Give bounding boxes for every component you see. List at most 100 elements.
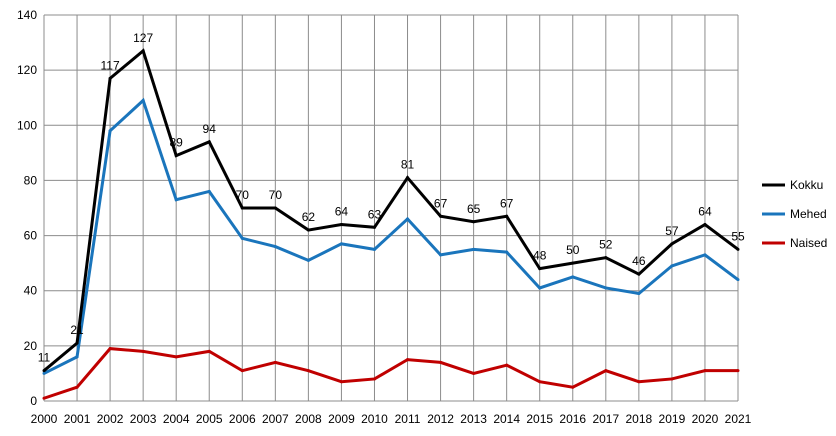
data-point-naised	[372, 377, 376, 381]
data-point-mehed	[703, 253, 707, 257]
data-label: 62	[302, 210, 316, 224]
data-label: 81	[401, 158, 415, 172]
data-label: 89	[170, 136, 184, 150]
data-point-kokku	[108, 76, 112, 80]
data-point-mehed	[604, 286, 608, 290]
y-tick-label: 60	[24, 229, 38, 243]
data-point-kokku	[439, 214, 443, 218]
x-tick-label: 2021	[725, 412, 752, 426]
data-point-mehed	[141, 98, 145, 102]
x-tick-label: 2001	[64, 412, 91, 426]
data-point-mehed	[472, 247, 476, 251]
data-label: 67	[434, 196, 448, 210]
data-point-naised	[604, 369, 608, 373]
data-point-kokku	[339, 223, 343, 227]
x-tick-label: 2004	[163, 412, 190, 426]
data-point-mehed	[670, 264, 674, 268]
data-point-naised	[505, 363, 509, 367]
data-point-kokku	[736, 247, 740, 251]
x-tick-label: 2006	[229, 412, 256, 426]
x-tick-label: 2015	[526, 412, 553, 426]
data-point-kokku	[372, 225, 376, 229]
data-point-kokku	[670, 242, 674, 246]
x-tick-label: 2009	[328, 412, 355, 426]
x-tick-label: 2017	[592, 412, 619, 426]
x-tick-label: 2016	[559, 412, 586, 426]
y-tick-label: 40	[24, 284, 38, 298]
data-point-kokku	[207, 140, 211, 144]
data-point-naised	[108, 347, 112, 351]
data-label: 127	[133, 31, 153, 45]
y-tick-label: 20	[24, 339, 38, 353]
data-label: 67	[500, 196, 514, 210]
x-tick-label: 2020	[692, 412, 719, 426]
chart-legend: Kokku Mehed Naised	[762, 178, 827, 250]
x-tick-label: 2010	[361, 412, 388, 426]
data-point-kokku	[174, 154, 178, 158]
data-point-kokku	[538, 267, 542, 271]
data-point-naised	[42, 396, 46, 400]
legend-label: Mehed	[790, 207, 827, 221]
data-point-kokku	[306, 228, 310, 232]
data-label: 48	[533, 249, 547, 263]
data-point-mehed	[108, 129, 112, 133]
x-axis-tick-labels: 2000 2001 2002 2003 2004 2005 2006 2007 2008 2009…	[31, 412, 752, 426]
data-point-naised	[273, 360, 277, 364]
data-point-naised	[472, 371, 476, 375]
data-point-mehed	[439, 253, 443, 257]
x-tick-label: 2002	[97, 412, 124, 426]
data-point-kokku	[604, 256, 608, 260]
data-point-naised	[406, 358, 410, 362]
data-point-naised	[174, 355, 178, 359]
data-label: 117	[101, 58, 120, 72]
legend-item-mehed: Mehed	[762, 207, 827, 221]
x-tick-label: 2014	[493, 412, 520, 426]
data-label: 21	[70, 323, 84, 337]
data-point-kokku	[571, 261, 575, 265]
data-point-kokku	[42, 369, 46, 373]
x-tick-label: 2000	[31, 412, 58, 426]
data-point-naised	[439, 360, 443, 364]
data-label: 52	[599, 238, 613, 252]
data-point-naised	[75, 385, 79, 389]
legend-label: Naised	[790, 236, 827, 250]
data-point-mehed	[637, 291, 641, 295]
data-point-naised	[141, 349, 145, 353]
data-point-mehed	[75, 355, 79, 359]
data-point-naised	[207, 349, 211, 353]
data-point-kokku	[505, 214, 509, 218]
data-point-mehed	[240, 236, 244, 240]
data-point-mehed	[571, 275, 575, 279]
data-point-kokku	[273, 206, 277, 210]
data-label: 57	[665, 224, 679, 238]
y-tick-label: 140	[17, 8, 37, 22]
x-tick-label: 2005	[196, 412, 223, 426]
x-tick-label: 2003	[130, 412, 157, 426]
data-point-mehed	[538, 286, 542, 290]
data-point-naised	[670, 377, 674, 381]
data-point-kokku	[703, 223, 707, 227]
legend-label: Kokku	[790, 178, 823, 192]
x-tick-label: 2008	[295, 412, 322, 426]
x-tick-label: 2013	[460, 412, 487, 426]
data-point-naised	[306, 369, 310, 373]
chart-grid	[43, 14, 739, 402]
x-tick-label: 2007	[262, 412, 289, 426]
data-point-kokku	[637, 272, 641, 276]
data-point-mehed	[42, 371, 46, 375]
data-point-mehed	[339, 242, 343, 246]
x-tick-label: 2012	[427, 412, 454, 426]
data-point-kokku	[75, 341, 79, 345]
data-point-naised	[240, 369, 244, 373]
data-label: 63	[368, 207, 382, 221]
series-line-naised	[43, 347, 738, 400]
data-point-mehed	[505, 250, 509, 254]
data-label: 94	[203, 122, 217, 136]
data-point-naised	[339, 380, 343, 384]
y-tick-label: 120	[17, 63, 37, 77]
data-point-naised	[736, 369, 740, 373]
series-line-mehed	[43, 97, 739, 375]
series-line-kokku	[43, 48, 739, 372]
data-label: 50	[566, 243, 580, 257]
